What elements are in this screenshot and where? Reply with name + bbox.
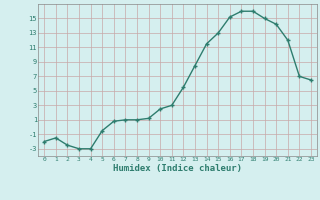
X-axis label: Humidex (Indice chaleur): Humidex (Indice chaleur): [113, 164, 242, 173]
